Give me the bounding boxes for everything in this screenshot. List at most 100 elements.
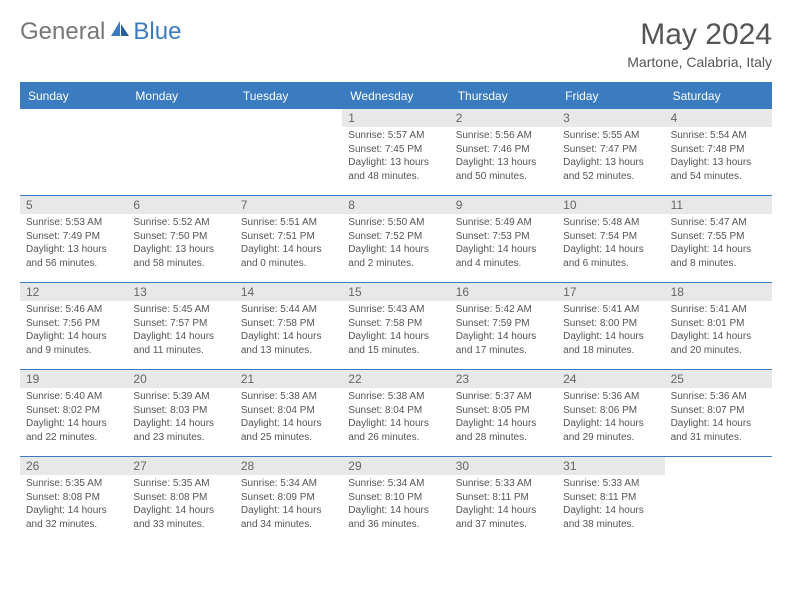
daylight-text-2: and 50 minutes. — [456, 170, 551, 184]
day-number: 4 — [665, 109, 772, 127]
day-number: 13 — [127, 283, 234, 301]
day-content: Sunrise: 5:49 AMSunset: 7:53 PMDaylight:… — [450, 214, 557, 274]
sunrise-text: Sunrise: 5:42 AM — [456, 303, 551, 317]
day-content: Sunrise: 5:55 AMSunset: 7:47 PMDaylight:… — [557, 127, 664, 187]
sunset-text: Sunset: 7:57 PM — [133, 317, 228, 331]
daylight-text-1: Daylight: 14 hours — [348, 243, 443, 257]
day-number: 2 — [450, 109, 557, 127]
daylight-text-1: Daylight: 14 hours — [456, 243, 551, 257]
sunset-text: Sunset: 8:11 PM — [456, 491, 551, 505]
sunrise-text: Sunrise: 5:56 AM — [456, 129, 551, 143]
sunrise-text: Sunrise: 5:35 AM — [133, 477, 228, 491]
daylight-text-1: Daylight: 14 hours — [671, 243, 766, 257]
sunrise-text: Sunrise: 5:37 AM — [456, 390, 551, 404]
sunset-text: Sunset: 8:11 PM — [563, 491, 658, 505]
sunset-text: Sunset: 8:08 PM — [133, 491, 228, 505]
day-number: 18 — [665, 283, 772, 301]
day-number: 26 — [20, 457, 127, 475]
daylight-text-2: and 31 minutes. — [671, 431, 766, 445]
sunset-text: Sunset: 7:46 PM — [456, 143, 551, 157]
day-content: Sunrise: 5:46 AMSunset: 7:56 PMDaylight:… — [20, 301, 127, 361]
day-number: 31 — [557, 457, 664, 475]
sunset-text: Sunset: 8:07 PM — [671, 404, 766, 418]
header-right: May 2024 Martone, Calabria, Italy — [627, 18, 772, 70]
sunrise-text: Sunrise: 5:48 AM — [563, 216, 658, 230]
daylight-text-1: Daylight: 14 hours — [26, 417, 121, 431]
day-content: Sunrise: 5:52 AMSunset: 7:50 PMDaylight:… — [127, 214, 234, 274]
daylight-text-2: and 29 minutes. — [563, 431, 658, 445]
day-number: 30 — [450, 457, 557, 475]
day-cell: 30Sunrise: 5:33 AMSunset: 8:11 PMDayligh… — [450, 457, 557, 543]
day-content: Sunrise: 5:42 AMSunset: 7:59 PMDaylight:… — [450, 301, 557, 361]
day-content: Sunrise: 5:41 AMSunset: 8:01 PMDaylight:… — [665, 301, 772, 361]
sunset-text: Sunset: 8:01 PM — [671, 317, 766, 331]
day-cell: 28Sunrise: 5:34 AMSunset: 8:09 PMDayligh… — [235, 457, 342, 543]
sunrise-text: Sunrise: 5:51 AM — [241, 216, 336, 230]
week-row: 26Sunrise: 5:35 AMSunset: 8:08 PMDayligh… — [20, 456, 772, 543]
daylight-text-1: Daylight: 14 hours — [133, 504, 228, 518]
day-cell: 29Sunrise: 5:34 AMSunset: 8:10 PMDayligh… — [342, 457, 449, 543]
day-content: Sunrise: 5:50 AMSunset: 7:52 PMDaylight:… — [342, 214, 449, 274]
daylight-text-1: Daylight: 14 hours — [563, 504, 658, 518]
week-row: 12Sunrise: 5:46 AMSunset: 7:56 PMDayligh… — [20, 282, 772, 369]
sunrise-text: Sunrise: 5:54 AM — [671, 129, 766, 143]
day-content: Sunrise: 5:37 AMSunset: 8:05 PMDaylight:… — [450, 388, 557, 448]
daylight-text-1: Daylight: 14 hours — [348, 330, 443, 344]
sunset-text: Sunset: 7:58 PM — [241, 317, 336, 331]
day-number: 5 — [20, 196, 127, 214]
day-number: 12 — [20, 283, 127, 301]
daylight-text-2: and 23 minutes. — [133, 431, 228, 445]
sunrise-text: Sunrise: 5:45 AM — [133, 303, 228, 317]
day-cell: 24Sunrise: 5:36 AMSunset: 8:06 PMDayligh… — [557, 370, 664, 456]
daylight-text-2: and 48 minutes. — [348, 170, 443, 184]
day-cell: 13Sunrise: 5:45 AMSunset: 7:57 PMDayligh… — [127, 283, 234, 369]
sunrise-text: Sunrise: 5:35 AM — [26, 477, 121, 491]
sunset-text: Sunset: 7:49 PM — [26, 230, 121, 244]
day-number: 19 — [20, 370, 127, 388]
sunrise-text: Sunrise: 5:47 AM — [671, 216, 766, 230]
day-cell: 12Sunrise: 5:46 AMSunset: 7:56 PMDayligh… — [20, 283, 127, 369]
daylight-text-2: and 26 minutes. — [348, 431, 443, 445]
day-content: Sunrise: 5:34 AMSunset: 8:09 PMDaylight:… — [235, 475, 342, 535]
day-number: 7 — [235, 196, 342, 214]
sunrise-text: Sunrise: 5:34 AM — [241, 477, 336, 491]
week-row: 19Sunrise: 5:40 AMSunset: 8:02 PMDayligh… — [20, 369, 772, 456]
day-cell: 18Sunrise: 5:41 AMSunset: 8:01 PMDayligh… — [665, 283, 772, 369]
daylight-text-1: Daylight: 14 hours — [563, 243, 658, 257]
day-cell: 9Sunrise: 5:49 AMSunset: 7:53 PMDaylight… — [450, 196, 557, 282]
day-cell: 14Sunrise: 5:44 AMSunset: 7:58 PMDayligh… — [235, 283, 342, 369]
day-content: Sunrise: 5:48 AMSunset: 7:54 PMDaylight:… — [557, 214, 664, 274]
day-number: 23 — [450, 370, 557, 388]
day-cell: 7Sunrise: 5:51 AMSunset: 7:51 PMDaylight… — [235, 196, 342, 282]
daylight-text-2: and 54 minutes. — [671, 170, 766, 184]
daylight-text-1: Daylight: 14 hours — [456, 504, 551, 518]
sunrise-text: Sunrise: 5:36 AM — [671, 390, 766, 404]
brand-blue: Blue — [133, 18, 181, 46]
daylight-text-1: Daylight: 14 hours — [26, 330, 121, 344]
sunrise-text: Sunrise: 5:44 AM — [241, 303, 336, 317]
day-content: Sunrise: 5:41 AMSunset: 8:00 PMDaylight:… — [557, 301, 664, 361]
sunset-text: Sunset: 7:45 PM — [348, 143, 443, 157]
daylight-text-1: Daylight: 14 hours — [26, 504, 121, 518]
day-number: 10 — [557, 196, 664, 214]
sunset-text: Sunset: 8:08 PM — [26, 491, 121, 505]
daylight-text-2: and 11 minutes. — [133, 344, 228, 358]
day-cell: 3Sunrise: 5:55 AMSunset: 7:47 PMDaylight… — [557, 109, 664, 195]
sunset-text: Sunset: 7:58 PM — [348, 317, 443, 331]
sunrise-text: Sunrise: 5:40 AM — [26, 390, 121, 404]
daylight-text-1: Daylight: 14 hours — [348, 504, 443, 518]
sunset-text: Sunset: 8:10 PM — [348, 491, 443, 505]
day-cell: 23Sunrise: 5:37 AMSunset: 8:05 PMDayligh… — [450, 370, 557, 456]
day-cell: 1Sunrise: 5:57 AMSunset: 7:45 PMDaylight… — [342, 109, 449, 195]
sunrise-text: Sunrise: 5:52 AM — [133, 216, 228, 230]
daylight-text-2: and 33 minutes. — [133, 518, 228, 532]
daylight-text-2: and 13 minutes. — [241, 344, 336, 358]
day-cell: 4Sunrise: 5:54 AMSunset: 7:48 PMDaylight… — [665, 109, 772, 195]
daylight-text-1: Daylight: 14 hours — [563, 417, 658, 431]
sunrise-text: Sunrise: 5:36 AM — [563, 390, 658, 404]
empty-cell — [235, 109, 342, 195]
sunset-text: Sunset: 8:04 PM — [241, 404, 336, 418]
sunset-text: Sunset: 8:04 PM — [348, 404, 443, 418]
daylight-text-2: and 25 minutes. — [241, 431, 336, 445]
daylight-text-2: and 4 minutes. — [456, 257, 551, 271]
